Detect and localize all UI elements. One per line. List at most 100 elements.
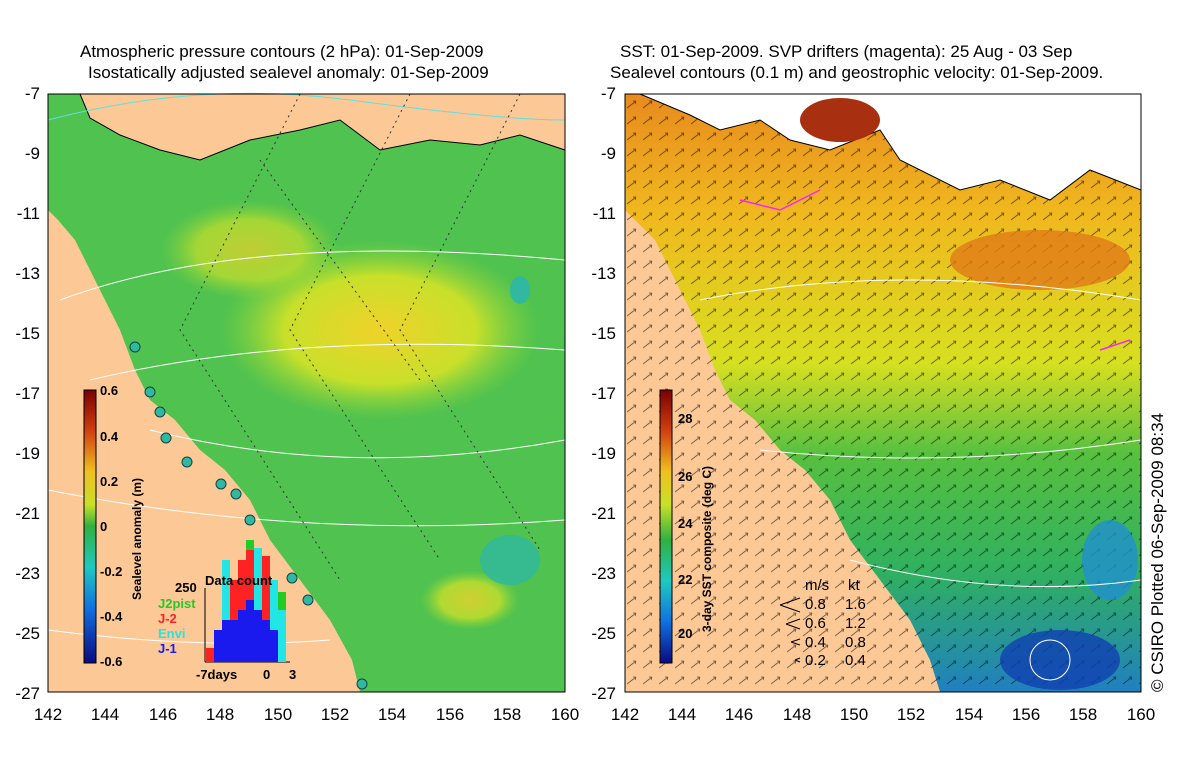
left-title-line1: Atmospheric pressure contours (2 hPa): 0…	[80, 42, 484, 61]
tide-gauge-marker	[129, 341, 141, 353]
left-map-high-anomaly-3	[420, 570, 520, 630]
data-count-histogram	[204, 540, 290, 663]
speed-legend-kt: 1.6	[845, 596, 866, 613]
left-map-pressure-contour	[59, 250, 566, 301]
histogram-bar	[214, 630, 222, 662]
speed-legend-kt: 0.4	[845, 652, 866, 669]
right-x-tick: 158	[1068, 705, 1098, 724]
sealevel-contour	[849, 559, 1142, 588]
histogram-bar	[262, 620, 270, 662]
sst-colorbar-label: 3-day SST composite (deg C)	[700, 465, 714, 632]
histogram-bar	[262, 556, 270, 662]
left-x-tick: 150	[263, 705, 293, 724]
sst-colorbar-tick: 28	[678, 411, 693, 426]
svp-drifter-track	[739, 189, 1131, 351]
speed-legend-ms: 0.6	[805, 615, 826, 632]
left-y-tick: -17	[15, 384, 40, 403]
tide-gauge-marker	[215, 478, 227, 490]
histogram-legend-j2: J-2	[158, 611, 177, 626]
left-y-tick: -15	[15, 324, 40, 343]
right-y-tick: -27	[591, 684, 616, 703]
sla-colorbar-tick: 0.2	[100, 474, 119, 489]
right-title-line2: Sealevel contours (0.1 m) and geostrophi…	[610, 63, 1104, 82]
right-x-tick: 156	[1011, 705, 1041, 724]
tide-gauge-marker	[244, 514, 256, 526]
speed-legend-arrow	[785, 618, 801, 630]
left-map-satellite-tracks	[179, 93, 541, 581]
speed-legend-arrow	[779, 597, 801, 613]
right-map-frame	[624, 93, 1142, 693]
hot-sst-patch	[800, 98, 880, 142]
right-y-tick: -21	[591, 504, 616, 523]
sst-colorbar-tick: 26	[678, 469, 693, 484]
left-map-frame	[47, 93, 566, 693]
speed-legend-kt-header: kt	[848, 577, 860, 594]
histogram-bar	[246, 540, 254, 550]
speed-legend-kt: 0.8	[845, 634, 866, 651]
left-map-pressure-contour	[89, 343, 566, 381]
sla-colorbar-label: Sealevel anomaly (m)	[130, 477, 144, 600]
histogram-bar	[206, 648, 214, 662]
speed-legend-ms: 0.4	[805, 634, 826, 651]
right-y-tick: -11	[592, 204, 616, 223]
right-y-tick: -19	[591, 444, 616, 463]
right-y-tick: -13	[591, 264, 616, 283]
sealevel-contour	[759, 439, 1142, 459]
left-map-high-anomaly-2	[160, 200, 340, 300]
histogram-bar	[270, 580, 278, 662]
cold-sst-patch-2	[1082, 520, 1138, 600]
speed-legend-ms: 0.2	[805, 652, 826, 669]
right-y-tick: -17	[591, 384, 616, 403]
left-x-tick: 160	[550, 705, 580, 724]
right-map-papua-coast	[639, 93, 1142, 201]
sst-colorbar-tick: 24	[678, 516, 693, 531]
left-y-tick: -19	[15, 444, 40, 463]
sealevel-contour	[1029, 639, 1071, 681]
left-y-tick: -7	[24, 84, 40, 103]
right-y-tick: -15	[591, 324, 616, 343]
left-map-low-anomaly-2	[510, 276, 530, 304]
sla-colorbar-tick: 0.4	[100, 429, 119, 444]
histogram-bar	[238, 610, 246, 662]
histogram-legend-j2pist: J2pist	[158, 596, 196, 611]
left-x-tick: 142	[33, 705, 63, 724]
histogram-bar	[254, 548, 262, 662]
left-y-tick: -13	[15, 264, 40, 283]
histogram-legend-envi: Envi	[158, 626, 186, 641]
histogram-xlabel: 3	[289, 667, 297, 682]
left-map-low-anomaly	[480, 535, 540, 585]
right-x-tick: 148	[782, 705, 812, 724]
histogram-ymax: 250	[175, 580, 197, 595]
histogram-bar	[230, 620, 238, 662]
tide-gauge-marker	[356, 678, 368, 690]
histogram-bar	[246, 600, 254, 662]
speed-legend-arrow	[790, 638, 801, 646]
left-x-tick: 148	[205, 705, 235, 724]
tide-gauge-marker	[154, 406, 166, 418]
tide-gauge-marker	[230, 488, 242, 500]
right-x-tick: 152	[896, 705, 926, 724]
right-y-tick: -7	[600, 84, 616, 103]
left-x-tick: 144	[90, 705, 120, 724]
tide-gauge-marker	[302, 594, 314, 606]
histogram-bar	[278, 610, 286, 662]
histogram-title: Data count	[205, 573, 273, 588]
left-x-tick: 158	[492, 705, 522, 724]
sst-colorbar	[659, 389, 673, 664]
right-y-tick: -23	[591, 564, 616, 583]
tide-gauge-marker	[286, 572, 298, 584]
tide-gauge-marker	[181, 456, 193, 468]
tide-gauge-marker	[160, 432, 172, 444]
right-x-tick: 146	[724, 705, 754, 724]
left-x-tick: 154	[377, 705, 407, 724]
speed-legend-ms-header: m/s	[805, 577, 830, 594]
sealevel-contour	[699, 279, 1142, 301]
right-map	[624, 93, 1142, 693]
speed-legend-kt: 1.2	[845, 615, 866, 632]
histogram-bar	[222, 560, 230, 662]
right-x-tick: 144	[667, 705, 697, 724]
cold-sst-patch	[1000, 630, 1120, 690]
right-x-tick: 142	[610, 705, 640, 724]
histogram-xlabel: -7days	[196, 667, 238, 682]
